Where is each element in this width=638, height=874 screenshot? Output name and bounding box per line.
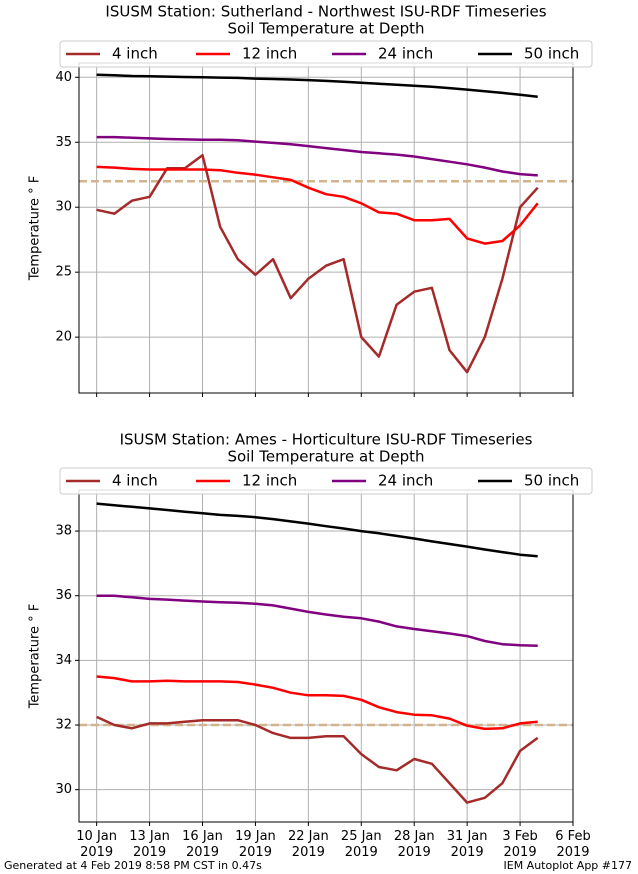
legend-label: 12 inch (242, 45, 297, 63)
x-tick-label: 6 Feb 2019 (555, 829, 591, 860)
y-tick-label: 30 (55, 200, 72, 215)
y-tick-label: 30 (55, 782, 72, 797)
footer-right: IEM Autoplot App #177 (503, 859, 633, 872)
y-tick-label: 32 (55, 718, 72, 733)
chart-title: ISUSM Station: Ames - Horticulture ISU-R… (120, 431, 533, 449)
series-line (96, 675, 538, 731)
y-tick-label: 35 (55, 135, 72, 150)
footer-left: Generated at 4 Feb 2019 8:58 PM CST in 0… (4, 859, 262, 872)
x-tick-label: 3 Feb 2019 (502, 829, 538, 860)
x-tick-label: 22 Jan 2019 (287, 829, 329, 860)
series-line (96, 165, 539, 245)
series-line (96, 715, 539, 804)
legend-label: 12 inch (242, 472, 297, 490)
x-tick-label: 16 Jan 2019 (182, 829, 223, 860)
legend-label: 50 inch (524, 45, 579, 63)
y-axis-label: Temperature ° F (28, 604, 43, 710)
legend-box (59, 467, 593, 495)
x-tick-label: 10 Jan 2019 (76, 829, 117, 860)
y-tick-label: 34 (55, 653, 72, 668)
x-tick-label: 19 Jan 2019 (235, 829, 276, 860)
legend-label: 24 inch (378, 45, 433, 63)
y-tick-label: 38 (55, 524, 72, 539)
x-tick-label: 13 Jan 2019 (129, 829, 170, 860)
y-tick-label: 25 (55, 265, 72, 280)
y-tick-label: 40 (55, 70, 72, 85)
series-line (96, 594, 538, 648)
legend-label: 50 inch (524, 472, 579, 490)
legend-label: 4 inch (112, 472, 158, 490)
legend-label: 4 inch (112, 45, 158, 63)
series-line (96, 73, 538, 99)
legend-box (59, 40, 593, 68)
plot-frame (78, 489, 574, 823)
x-tick-label: 31 Jan 2019 (446, 829, 488, 860)
y-axis-label: Temperature ° F (28, 176, 43, 282)
series-line (96, 135, 538, 177)
series-line (96, 502, 538, 558)
legend-label: 24 inch (378, 472, 433, 490)
x-tick-label: 28 Jan 2019 (393, 829, 435, 860)
chart-title: ISUSM Station: Sutherland - Northwest IS… (105, 3, 546, 21)
series-line (96, 153, 539, 374)
chart-subtitle: Soil Temperature at Depth (227, 20, 424, 38)
x-tick-label: 25 Jan 2019 (340, 829, 382, 860)
plot-frame (78, 62, 574, 394)
y-tick-label: 36 (55, 588, 72, 603)
y-tick-label: 20 (55, 330, 72, 345)
chart-subtitle: Soil Temperature at Depth (227, 448, 424, 466)
